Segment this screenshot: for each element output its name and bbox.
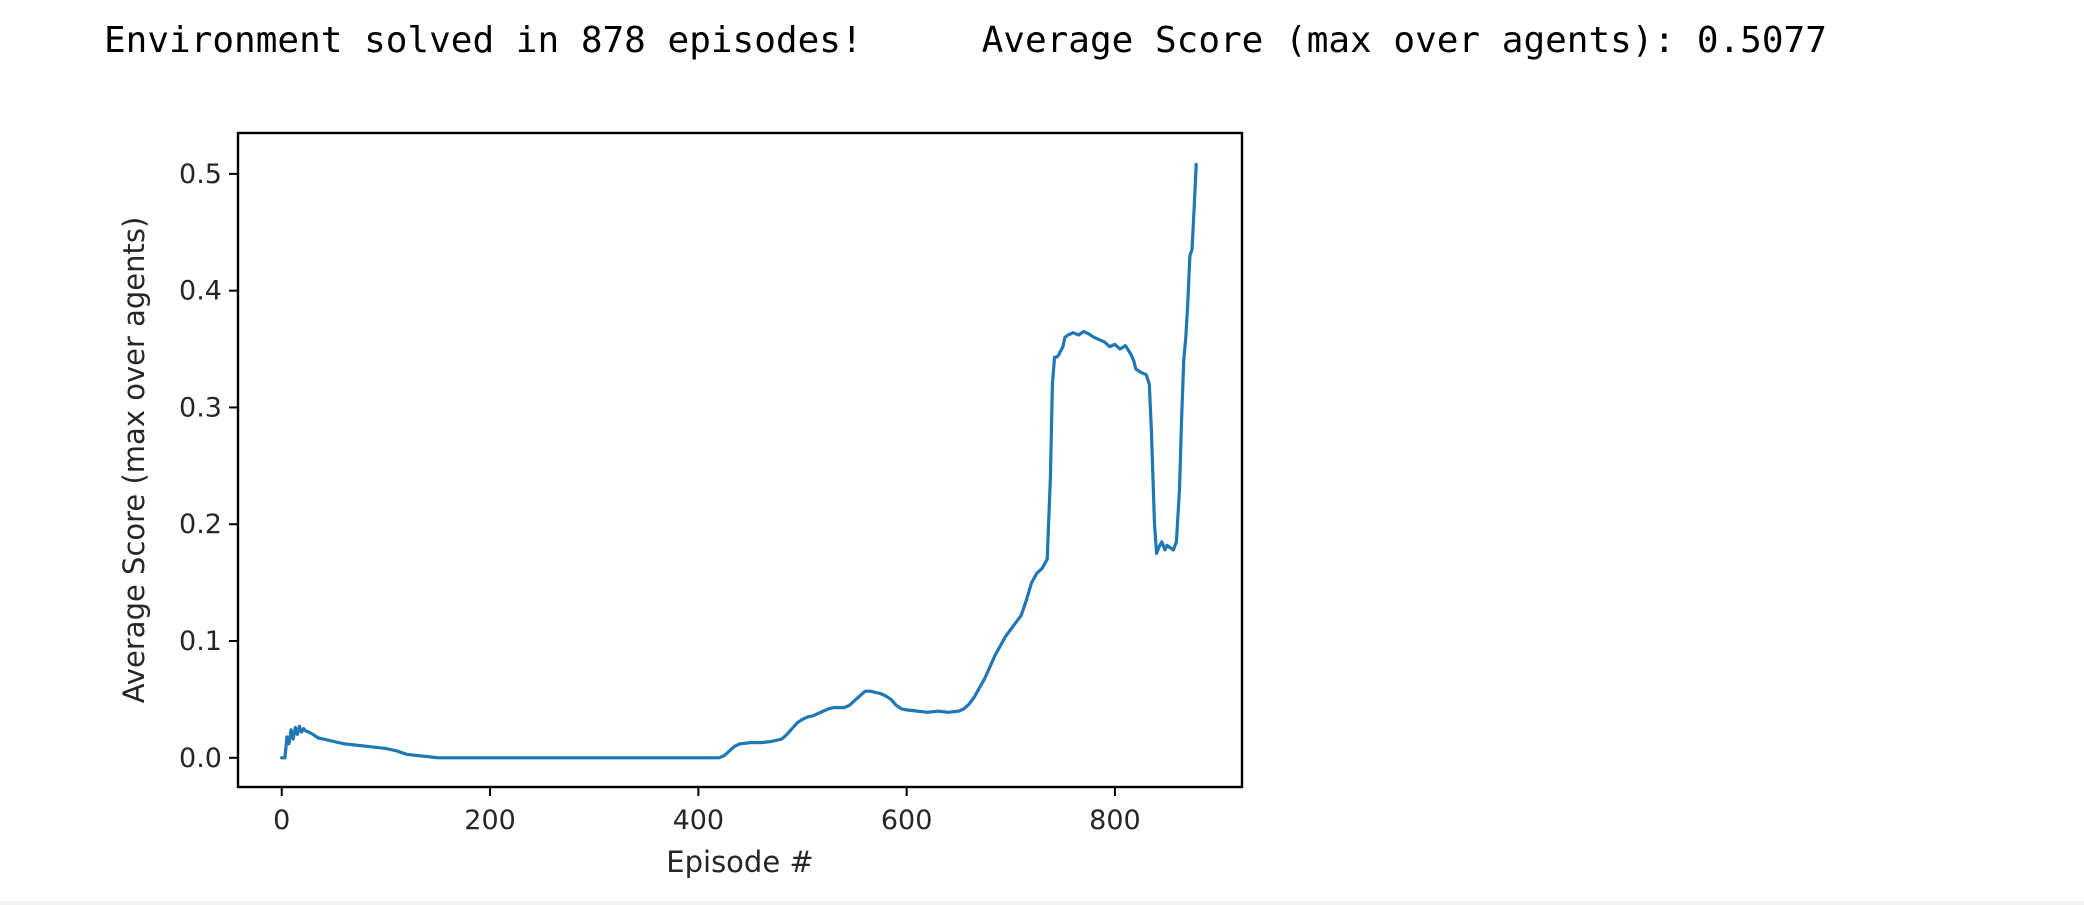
cell-bottom-divider [0,901,2084,905]
chart-marks [280,162,1198,760]
x-axis-ticks: 0 200 400 600 800 [273,787,1141,836]
x-tick-label: 200 [464,805,516,836]
x-axis-label: Episode # [666,845,813,879]
x-tick-label: 800 [1089,805,1141,836]
x-tick-label: 0 [273,805,290,836]
cell-output-text: Environment solved in 878 episodes! Avera… [104,14,1827,68]
average-score-message: Average Score (max over agents): 0.5077 [981,20,1827,61]
x-tick-label: 600 [881,805,933,836]
x-tick-label: 400 [673,805,725,836]
score-series-line-0 [280,162,1198,760]
y-tick-label: 0.3 [179,392,222,423]
y-axis-ticks: 0.0 0.1 0.2 0.3 0.4 0.5 [179,159,238,774]
y-axis-label: Average Score (max over agents) [117,217,151,704]
plot-frame [236,131,1244,789]
y-tick-label: 0.1 [179,626,222,657]
y-tick-label: 0.4 [179,276,222,307]
y-tick-label: 0.0 [179,743,222,774]
y-tick-label: 0.2 [179,509,222,540]
solved-message: Environment solved in 878 episodes! [104,20,863,61]
y-tick-label: 0.5 [179,159,222,190]
